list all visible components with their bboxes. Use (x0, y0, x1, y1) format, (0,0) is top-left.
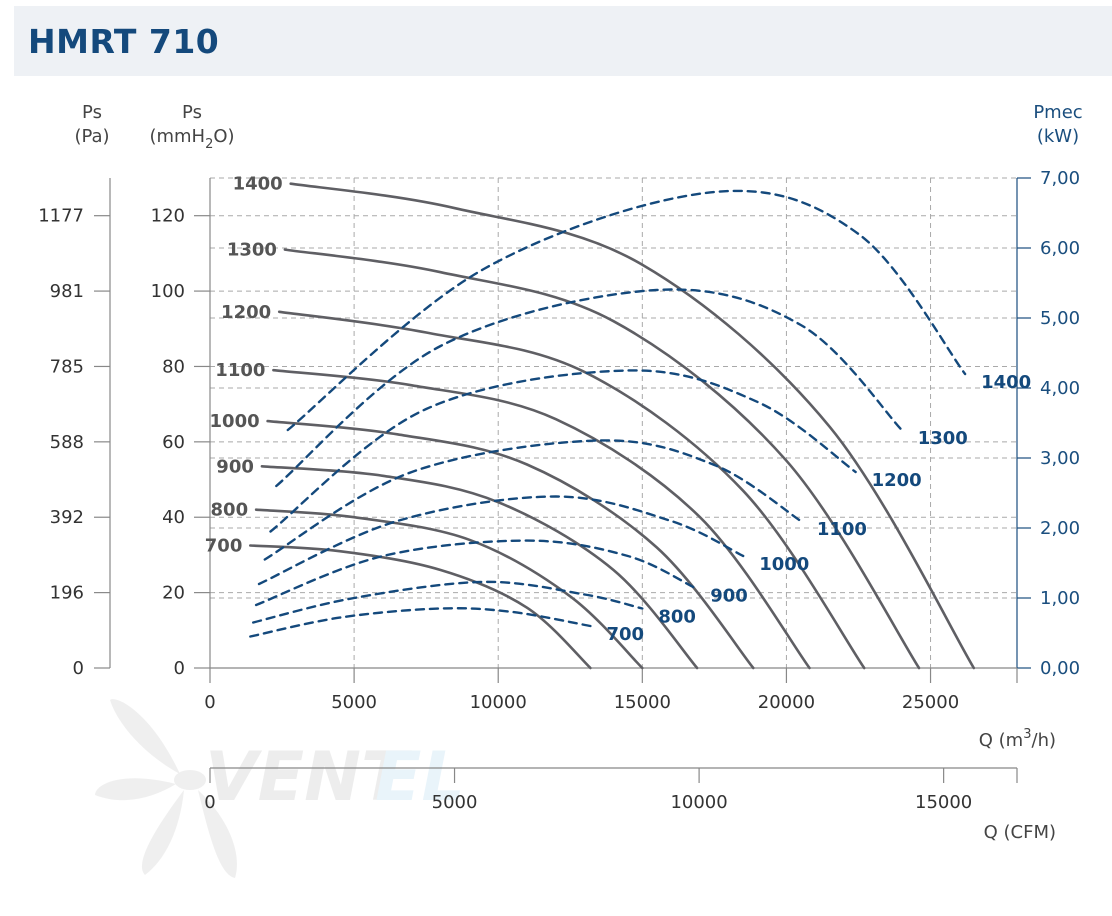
pa-axis-label-1: Ps (82, 102, 102, 123)
cfm-tick-label: 15000 (915, 792, 972, 813)
power-axis-label-2: (kW) (1037, 126, 1079, 147)
watermark-text-1: VENT (205, 738, 412, 817)
mmh2o-axis-label-1: Ps (182, 102, 202, 123)
pressure-curve-label-900: 900 (216, 456, 254, 477)
pressure-curve-label-1000: 1000 (210, 411, 260, 432)
power-curve-label-700: 700 (606, 624, 644, 645)
pressure-curve-900 (260, 465, 699, 670)
power-curve-1300 (275, 288, 903, 488)
cfm-tick-label: 0 (204, 792, 215, 813)
q-tick-label: 0 (204, 692, 215, 713)
mmh2o-axis-label-2: (mmH2O) (149, 126, 234, 152)
power-curve-900 (254, 539, 696, 607)
ventel-watermark: VENT EL (95, 699, 465, 878)
pressure-curve-700 (249, 544, 592, 670)
pressure-curve-label-1300: 1300 (227, 240, 277, 261)
power-axis: Pmec (kW) 0,00 1,00 2,00 3,00 4,00 5,00 6,00 7,… (1016, 102, 1083, 679)
pressure-curve-label-800: 800 (211, 500, 249, 521)
cfm-tick-label: 10000 (670, 792, 727, 813)
q-m3h-axis: 0 5000 10000 15000 20000 25000 Q (m3/h) (204, 667, 1056, 751)
q-tick-label: 5000 (331, 692, 377, 713)
mm-tick-label: 100 (151, 281, 185, 302)
pressure-curve-800 (254, 508, 644, 670)
pressure-curve-label-1200: 1200 (221, 302, 271, 323)
q-cfm-axis: 0 5000 10000 15000 Q (CFM) (204, 767, 1056, 843)
q-tick-label: 15000 (614, 692, 671, 713)
pa-tick-label: 196 (50, 583, 84, 604)
pressure-curve-1200 (277, 310, 866, 670)
fan-logo-icon (95, 699, 237, 878)
curve-labels: 700 800 900 1000 1100 1200 1300 1400 700 800 900 10… (205, 174, 1031, 645)
mm-tick-label: 120 (151, 206, 185, 227)
pw-tick-label: 6,00 (1040, 238, 1080, 259)
pressure-curve-1100 (272, 368, 811, 670)
pa-tick-label: 981 (50, 281, 84, 302)
power-curve-label-1200: 1200 (872, 470, 922, 491)
pressure-curve-1300 (283, 248, 921, 670)
pa-tick-label: 0 (73, 658, 84, 679)
pw-tick-label: 5,00 (1040, 308, 1080, 329)
power-curve-700 (249, 607, 592, 638)
mm-tick-label: 80 (162, 356, 185, 377)
pa-tick-label: 588 (50, 432, 84, 453)
q-tick-label: 25000 (902, 692, 959, 713)
pa-tick-label: 392 (50, 507, 84, 528)
power-curve-label-900: 900 (710, 586, 748, 607)
q-tick-label: 10000 (470, 692, 527, 713)
pressure-curve-1000 (266, 419, 755, 670)
power-curve-label-1000: 1000 (759, 554, 809, 575)
power-curve-label-1400: 1400 (981, 372, 1031, 393)
pw-tick-label: 4,00 (1040, 378, 1080, 399)
pw-tick-label: 7,00 (1040, 168, 1080, 189)
pw-tick-label: 1,00 (1040, 588, 1080, 609)
pressure-curve-label-700: 700 (205, 536, 243, 557)
pw-tick-label: 3,00 (1040, 448, 1080, 469)
mm-tick-label: 0 (174, 658, 185, 679)
power-curves (249, 189, 967, 638)
pressure-curve-label-1100: 1100 (215, 360, 265, 381)
pressure-curve-1400 (289, 182, 976, 670)
power-curve-1000 (257, 495, 745, 586)
pw-tick-label: 2,00 (1040, 518, 1080, 539)
mm-tick-label: 20 (162, 583, 185, 604)
mm-tick-label: 60 (162, 432, 185, 453)
title-bar: HMRT 710 (14, 6, 1112, 76)
q-cfm-axis-label: Q (CFM) (984, 822, 1056, 843)
power-curve-1400 (286, 189, 967, 432)
pressure-curve-label-1400: 1400 (233, 174, 283, 195)
cfm-tick-label: 5000 (432, 792, 478, 813)
pa-tick-label: 785 (50, 356, 84, 377)
power-curve-1100 (263, 439, 802, 561)
q-m3h-axis-label: Q (m3/h) (979, 727, 1056, 751)
q-tick-label: 20000 (758, 692, 815, 713)
power-curve-label-800: 800 (658, 607, 696, 628)
chart-title: HMRT 710 (28, 22, 220, 61)
power-curve-1200 (269, 369, 857, 533)
power-curve-label-1100: 1100 (817, 519, 867, 540)
pressure-curves (249, 182, 976, 670)
pw-tick-label: 0,00 (1040, 658, 1080, 679)
mmh2o-axis: Ps (mmH2O) 0 20 40 60 80 100 120 (149, 102, 234, 679)
power-axis-label-1: Pmec (1033, 102, 1082, 123)
pa-axis-label-2: (Pa) (74, 126, 109, 147)
power-curve-800 (252, 580, 644, 624)
watermark-text-2: EL (375, 738, 465, 817)
power-curve-label-1300: 1300 (918, 428, 968, 449)
mm-tick-label: 40 (162, 507, 185, 528)
pa-tick-label: 1177 (38, 206, 84, 227)
pa-axis: Ps (Pa) 0 196 392 588 785 981 1177 (38, 102, 111, 679)
